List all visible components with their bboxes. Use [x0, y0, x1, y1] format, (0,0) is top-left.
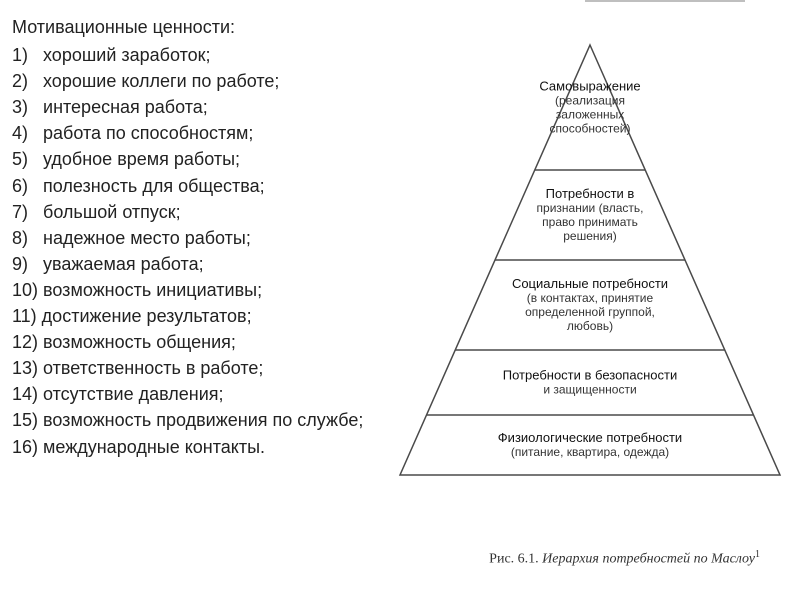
values-list-item: 8) надежное место работы;	[12, 225, 382, 251]
values-list-item: 4) работа по способностям;	[12, 120, 382, 146]
values-list-item: 15) возможность продвижения по службе;	[12, 407, 382, 433]
pyramid-level-title: Социальные потребности	[512, 276, 668, 291]
pyramid-level-subtitle: (в контактах, принятие	[527, 291, 654, 305]
values-list-item: 11) достижение результатов;	[12, 303, 382, 329]
figure-caption: Рис. 6.1. Иерархия потребностей по Масло…	[489, 549, 760, 568]
pyramid-level-subtitle: признании (власть,	[537, 201, 644, 215]
page: Мотивационные ценности: 1) хороший зараб…	[0, 0, 800, 600]
top-rule	[585, 0, 745, 2]
maslow-pyramid: Самовыражение(реализациязаложенныхспособ…	[390, 30, 790, 590]
figure-title: Иерархия потребностей по Маслоу	[542, 552, 755, 567]
values-list-item: 1) хороший заработок;	[12, 42, 382, 68]
pyramid-level-subtitle: решения)	[563, 229, 616, 243]
pyramid-level-subtitle: право принимать	[542, 215, 638, 229]
heading: Мотивационные ценности:	[12, 14, 382, 40]
pyramid-level-subtitle: заложенных	[556, 108, 624, 122]
pyramid-level-subtitle: и защищенности	[543, 383, 636, 397]
pyramid-level-title: Самовыражение	[539, 79, 640, 94]
pyramid-level-subtitle: способностей)	[550, 122, 631, 136]
values-list-item: 7) большой отпуск;	[12, 199, 382, 225]
pyramid-level-subtitle: любовь)	[567, 319, 613, 333]
figure-sup: 1	[755, 549, 760, 560]
pyramid-level-subtitle: (питание, квартира, одежда)	[511, 445, 669, 459]
figure-number: Рис. 6.1.	[489, 552, 539, 567]
values-list-item: 5) удобное время работы;	[12, 146, 382, 172]
values-list-item: 14) отсутствие давления;	[12, 381, 382, 407]
pyramid-level-title: Потребности в безопасности	[503, 368, 677, 383]
pyramid-level-subtitle: (реализация	[555, 94, 625, 108]
values-list: 1) хороший заработок;2) хорошие коллеги …	[12, 42, 382, 460]
values-list-item: 16) международные контакты.	[12, 434, 382, 460]
pyramid-svg: Самовыражение(реализациязаложенныхспособ…	[390, 30, 790, 500]
pyramid-level-title: Физиологические потребности	[498, 430, 682, 445]
pyramid-level-title: Потребности в	[546, 186, 635, 201]
values-list-item: 9) уважаемая работа;	[12, 251, 382, 277]
pyramid-level-subtitle: определенной группой,	[525, 305, 655, 319]
values-list-item: 13) ответственность в работе;	[12, 355, 382, 381]
values-list-item: 3) интересная работа;	[12, 94, 382, 120]
values-list-item: 12) возможность общения;	[12, 329, 382, 355]
motivational-values-block: Мотивационные ценности: 1) хороший зараб…	[12, 14, 382, 460]
values-list-item: 10) возможность инициативы;	[12, 277, 382, 303]
values-list-item: 6) полезность для общества;	[12, 173, 382, 199]
values-list-item: 2) хорошие коллеги по работе;	[12, 68, 382, 94]
